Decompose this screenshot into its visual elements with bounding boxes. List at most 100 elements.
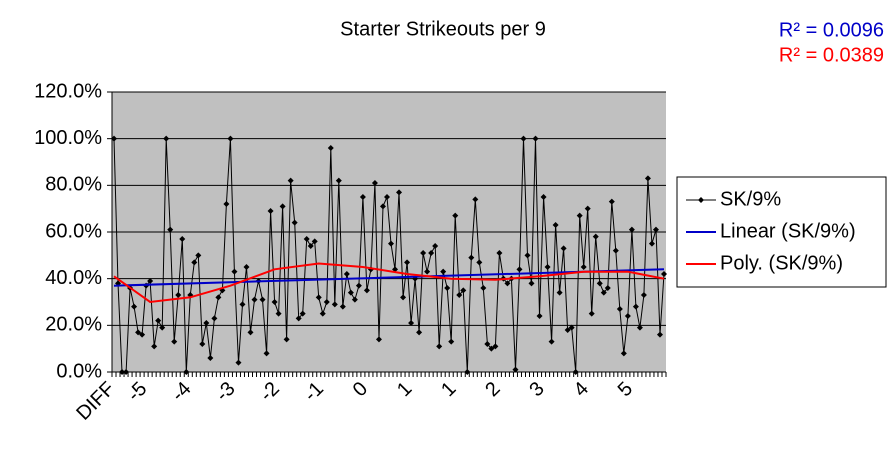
data-point [179, 236, 186, 242]
data-point [436, 343, 443, 350]
data-point [644, 175, 651, 182]
data-point [239, 301, 246, 308]
data-point [383, 194, 390, 200]
data-point [432, 243, 439, 249]
data-point [604, 285, 611, 291]
y-tick-label: 20.0% [45, 314, 102, 336]
data-point [259, 296, 266, 303]
data-point [544, 264, 551, 270]
data-point [175, 292, 182, 298]
y-tick-label: 0.0% [56, 360, 102, 382]
data-point [472, 196, 479, 203]
data-point [460, 287, 467, 294]
data-point [271, 299, 278, 305]
data-point [468, 254, 475, 261]
data-point [408, 320, 415, 326]
data-point [315, 294, 322, 301]
data-point [323, 299, 330, 305]
trendline [113, 262, 665, 304]
data-point [588, 310, 595, 317]
data-point [147, 278, 154, 284]
y-tick-label: 120.0% [34, 80, 102, 102]
data-point [488, 345, 495, 352]
data-point [596, 280, 603, 287]
data-point [211, 315, 218, 322]
data-point [287, 177, 294, 184]
data-point [416, 329, 423, 336]
data-point [392, 266, 399, 273]
r-squared-linear: R² = 0.0096 [779, 19, 884, 41]
data-point [568, 324, 575, 331]
data-point [119, 369, 126, 375]
data-point [520, 135, 527, 142]
series-line [113, 138, 665, 373]
data-point [548, 338, 555, 345]
data-point [476, 259, 483, 266]
data-point [227, 135, 234, 142]
data-point [231, 268, 238, 275]
data-point [652, 226, 659, 233]
data-point [359, 194, 366, 200]
data-point [251, 296, 258, 303]
data-point [624, 313, 631, 319]
data-point [388, 240, 395, 247]
data-point [339, 303, 346, 310]
data-point [159, 324, 166, 331]
data-point [628, 226, 635, 233]
data-point [560, 245, 567, 252]
data-point [363, 287, 370, 294]
data-point [167, 226, 174, 233]
data-point [135, 329, 142, 336]
data-point [131, 303, 138, 310]
chart-title: Starter Strikeouts per 9 [340, 18, 546, 40]
data-point [448, 338, 455, 345]
data-point [396, 189, 403, 196]
data-point [307, 243, 314, 249]
data-point [275, 310, 282, 317]
data-point [532, 135, 539, 142]
data-point [600, 289, 607, 296]
data-point [331, 301, 338, 308]
data-point [620, 350, 627, 357]
data-point [191, 259, 198, 266]
data-point [424, 268, 431, 275]
data-point [379, 203, 386, 210]
data-point [660, 271, 667, 277]
y-tick-label: 40.0% [45, 267, 102, 289]
data-point [299, 310, 306, 317]
data-point [155, 317, 162, 324]
data-point [640, 292, 647, 298]
data-point [484, 341, 491, 347]
data-point [123, 369, 130, 375]
y-tick-label: 100.0% [34, 127, 102, 149]
data-point [496, 250, 503, 256]
y-tick-label: 60.0% [45, 220, 102, 242]
data-point [347, 289, 354, 296]
data-point [464, 369, 471, 375]
data-point [171, 338, 178, 345]
data-point [612, 247, 619, 254]
r-squared-poly: R² = 0.0389 [779, 44, 884, 66]
data-point [524, 252, 531, 259]
data-point [516, 266, 523, 273]
data-point [528, 280, 535, 287]
data-point [111, 135, 118, 142]
data-point [263, 350, 270, 357]
data-point [195, 252, 202, 259]
data-point [584, 205, 591, 212]
data-point [512, 366, 519, 373]
data-point [203, 320, 210, 326]
data-point [592, 233, 599, 240]
data-point [215, 294, 222, 301]
data-point [536, 313, 543, 319]
data-point [343, 271, 350, 277]
data-point [440, 268, 447, 275]
data-point [303, 236, 310, 242]
data-point [404, 259, 411, 266]
data-point [564, 327, 571, 333]
data-point [139, 331, 146, 338]
data-point [355, 282, 362, 289]
data-point [656, 331, 663, 338]
data-point [311, 238, 318, 245]
